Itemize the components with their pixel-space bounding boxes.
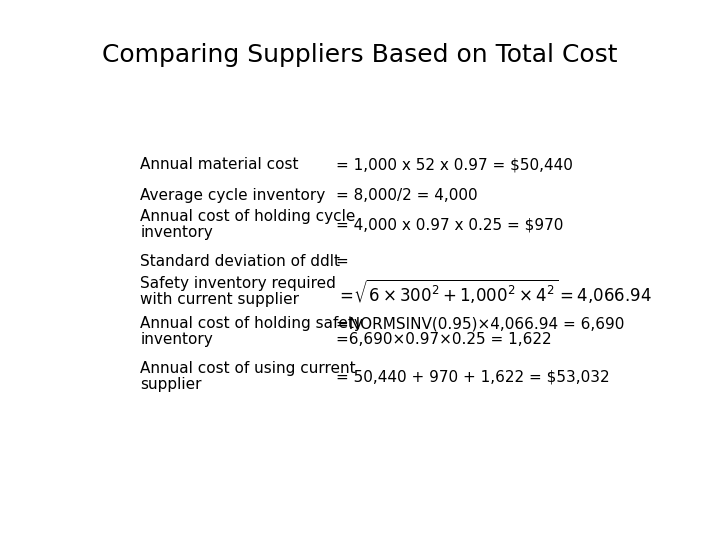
Text: =: = (336, 254, 348, 268)
Text: = 1,000 x 52 x 0.97 = $50,440: = 1,000 x 52 x 0.97 = $50,440 (336, 157, 572, 172)
Text: Average cycle inventory: Average cycle inventory (140, 188, 325, 203)
Text: Annual material cost: Annual material cost (140, 157, 299, 172)
Text: = 50,440 + 970 + 1,622 = $53,032: = 50,440 + 970 + 1,622 = $53,032 (336, 369, 609, 384)
Text: Annual cost of holding cycle: Annual cost of holding cycle (140, 210, 356, 225)
Text: Comparing Suppliers Based on Total Cost: Comparing Suppliers Based on Total Cost (102, 43, 618, 67)
Text: with current supplier: with current supplier (140, 292, 300, 307)
Text: Standard deviation of ddlt: Standard deviation of ddlt (140, 254, 341, 268)
Text: inventory: inventory (140, 332, 213, 347)
Text: Safety inventory required: Safety inventory required (140, 276, 336, 291)
Text: inventory: inventory (140, 225, 213, 240)
Text: = 8,000/2 = 4,000: = 8,000/2 = 4,000 (336, 188, 477, 203)
Text: = 4,000 x 0.97 x 0.25 = $970: = 4,000 x 0.97 x 0.25 = $970 (336, 218, 563, 232)
Text: supplier: supplier (140, 377, 202, 392)
Text: =NORMSINV(0.95)×4,066.94 = 6,690: =NORMSINV(0.95)×4,066.94 = 6,690 (336, 316, 624, 332)
Text: Annual cost of using current: Annual cost of using current (140, 361, 356, 376)
Text: $=\!\sqrt{6 \times 300^2 + 1{,}000^2 \times 4^2} = 4{,}066.94$: $=\!\sqrt{6 \times 300^2 + 1{,}000^2 \ti… (336, 277, 651, 306)
Text: Annual cost of holding safety: Annual cost of holding safety (140, 316, 363, 332)
Text: =6,690×0.97×0.25 = 1,622: =6,690×0.97×0.25 = 1,622 (336, 332, 551, 347)
